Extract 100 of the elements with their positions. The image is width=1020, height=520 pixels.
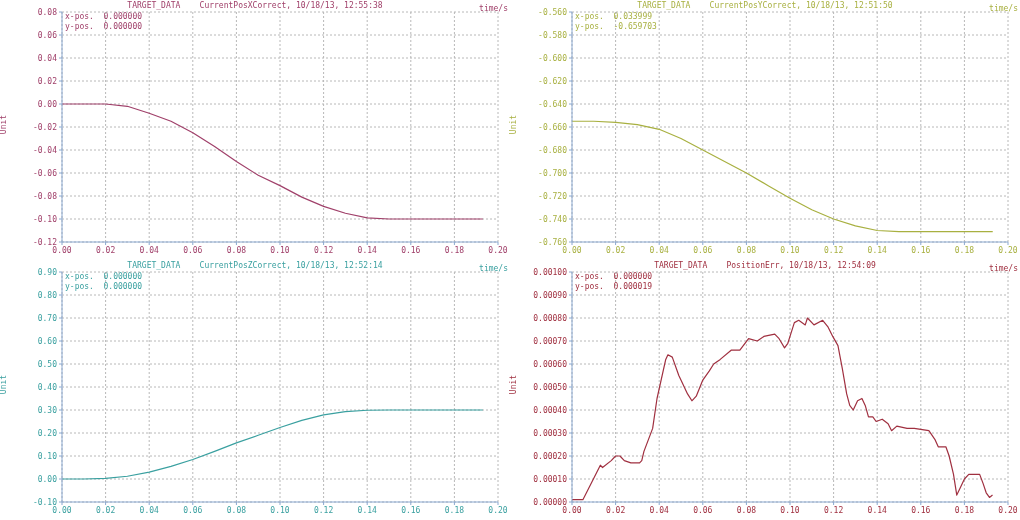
y-tick-label: 0.10 — [37, 451, 58, 461]
x-tick-label: 0.14 — [867, 245, 888, 255]
y-tick-label: -0.08 — [32, 191, 58, 201]
y-tick-label: -0.720 — [538, 191, 568, 201]
y-tick-label: -0.680 — [538, 145, 568, 155]
y-tick-label: 0.08 — [37, 7, 58, 17]
y-tick-label: 0.00050 — [533, 382, 568, 392]
y-tick-label: -0.06 — [32, 168, 58, 178]
x-tick-label: 0.04 — [649, 245, 670, 255]
annotation: y-pos. 0.000019 — [575, 282, 653, 292]
x-tick-label: 0.20 — [998, 505, 1018, 515]
chart-title: TARGET_DATA CurrentPosZCorrect, 10/18/13, 12:52:14 — [127, 261, 383, 270]
annotation: x-pos. 0.000000 — [65, 272, 143, 282]
y-tick-label: 0.00030 — [533, 428, 568, 438]
x-tick-label: 0.04 — [139, 245, 160, 255]
x-tick-label: 0.12 — [823, 505, 844, 515]
y-tick-label: -0.560 — [538, 7, 568, 17]
y-tick-label: -0.660 — [538, 122, 568, 132]
x-tick-label: 0.04 — [139, 505, 160, 515]
y-tick-label: 0.00100 — [533, 267, 568, 277]
x-tick-label: 0.14 — [357, 245, 378, 255]
x-tick-label: 0.00 — [52, 505, 72, 515]
y-tick-label: -0.580 — [538, 30, 568, 40]
y-tick-label: 0.30 — [37, 405, 58, 415]
y-tick-label: -0.10 — [32, 497, 58, 507]
chart-title: TARGET_DATA CurrentPosXCorrect, 10/18/13, 12:55:38 — [127, 1, 383, 10]
y-tick-label: -0.640 — [538, 99, 568, 109]
x-tick-label: 0.14 — [867, 505, 888, 515]
y-tick-label: 0.50 — [37, 359, 58, 369]
x-tick-label: 0.10 — [780, 505, 800, 515]
y-tick-label: 0.00080 — [533, 313, 568, 323]
x-tick-label: 0.18 — [954, 245, 975, 255]
y-tick-label: 0.80 — [37, 290, 58, 300]
x-tick-label: 0.16 — [911, 245, 931, 255]
annotation: y-pos. 0.000000 — [65, 282, 143, 292]
x-tick-label: 0.10 — [270, 505, 290, 515]
line-series — [572, 317, 994, 501]
x-tick-label: 0.10 — [270, 245, 290, 255]
y-tick-label: -0.740 — [538, 214, 568, 224]
x-tick-label: 0.06 — [183, 245, 203, 255]
y-tick-label: 0.00 — [37, 474, 58, 484]
x-tick-label: 0.00 — [52, 245, 72, 255]
x-tick-label: 0.20 — [488, 245, 508, 255]
annotation: y-pos. 0.000000 — [65, 22, 143, 32]
y-axis-title: Unit — [509, 374, 519, 395]
x-tick-label: 0.00 — [562, 245, 582, 255]
x-tick-label: 0.16 — [401, 245, 421, 255]
annotation: x-pos. 0.000000 — [65, 12, 143, 22]
x-tick-label: 0.04 — [649, 505, 670, 515]
y-tick-label: 0.00020 — [533, 451, 568, 461]
x-tick-label: 0.20 — [488, 505, 508, 515]
y-tick-label: 0.20 — [37, 428, 58, 438]
chart-title: TARGET_DATA PositionErr, 10/18/13, 12:54:09 — [654, 261, 876, 270]
y-tick-label: 0.02 — [37, 76, 58, 86]
y-axis-title: Unit — [0, 374, 9, 395]
y-tick-label: -0.12 — [32, 237, 58, 247]
x-tick-label: 0.12 — [823, 245, 844, 255]
line-series — [62, 409, 484, 480]
y-tick-label: 0.06 — [37, 30, 58, 40]
y-axis-title: Unit — [0, 114, 9, 135]
x-axis-title: time/s — [479, 264, 508, 273]
annotation: y-pos. -0.659703 — [575, 22, 657, 32]
x-tick-label: 0.06 — [183, 505, 203, 515]
line-series — [572, 120, 994, 233]
y-tick-label: -0.760 — [538, 237, 568, 247]
x-axis-title: time/s — [989, 264, 1018, 273]
y-tick-label: -0.10 — [32, 214, 58, 224]
y-tick-label: 0.70 — [37, 313, 58, 323]
y-tick-label: 0.00 — [37, 99, 58, 109]
y-tick-label: -0.04 — [32, 145, 58, 155]
y-tick-label: 0.00070 — [533, 336, 568, 346]
x-tick-label: 0.08 — [736, 245, 757, 255]
x-tick-label: 0.06 — [693, 245, 713, 255]
x-tick-label: 0.08 — [226, 505, 247, 515]
y-tick-label: 0.00040 — [533, 405, 568, 415]
annotation: x-pos. 0.033999 — [575, 12, 654, 22]
x-tick-label: 0.16 — [911, 505, 931, 515]
x-tick-label: 0.00 — [562, 505, 582, 515]
x-tick-label: 0.20 — [998, 245, 1018, 255]
line-series — [62, 103, 484, 220]
y-tick-label: 0.00000 — [533, 497, 568, 507]
x-tick-label: 0.06 — [693, 505, 713, 515]
x-tick-label: 0.16 — [401, 505, 421, 515]
x-axis-title: time/s — [989, 4, 1018, 13]
y-tick-label: 0.90 — [37, 267, 58, 277]
x-tick-label: 0.08 — [226, 245, 247, 255]
y-tick-label: -0.700 — [538, 168, 568, 178]
x-tick-label: 0.18 — [444, 245, 465, 255]
x-tick-label: 0.08 — [736, 505, 757, 515]
x-tick-label: 0.12 — [313, 245, 334, 255]
y-tick-label: 0.60 — [37, 336, 58, 346]
y-tick-label: -0.620 — [538, 76, 568, 86]
chart-title: TARGET_DATA CurrentPosYCorrect, 10/18/13, 12:51:50 — [637, 1, 893, 10]
y-tick-label: 0.00010 — [533, 474, 568, 484]
x-tick-label: 0.18 — [954, 505, 975, 515]
y-tick-label: -0.600 — [538, 53, 568, 63]
y-tick-label: 0.00090 — [533, 290, 568, 300]
y-axis-title: Unit — [509, 114, 519, 135]
x-tick-label: 0.14 — [357, 505, 378, 515]
x-tick-label: 0.12 — [313, 505, 334, 515]
